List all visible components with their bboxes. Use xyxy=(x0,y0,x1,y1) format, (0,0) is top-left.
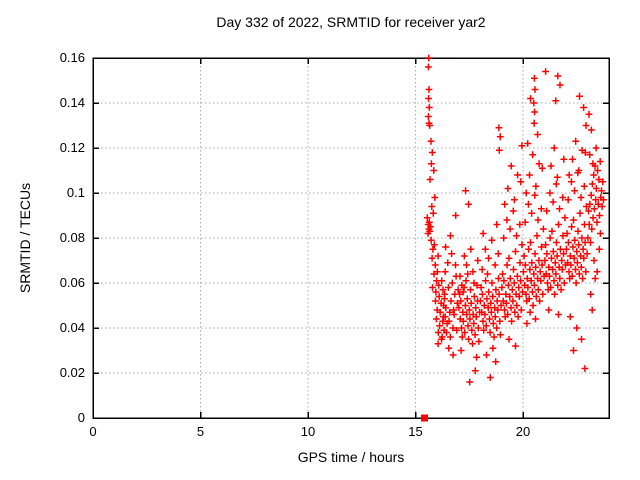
x-tick-label: 10 xyxy=(300,424,316,439)
x-tick-label: 5 xyxy=(196,424,205,439)
y-tick-label: 0.14 xyxy=(59,95,85,110)
y-tick-label: 0 xyxy=(77,410,85,425)
y-tick-label: 0.06 xyxy=(59,275,85,290)
y-tick-label: 0.08 xyxy=(59,230,85,245)
y-tick-label: 0.02 xyxy=(59,365,85,380)
y-tick-label: 0.1 xyxy=(66,185,85,200)
scatter-points xyxy=(423,54,607,386)
chart-title: Day 332 of 2022, SRMTID for receiver yar… xyxy=(216,14,486,30)
x-tick-label: 0 xyxy=(89,424,97,439)
x-tick-label: 15 xyxy=(408,424,423,439)
x-axis-label: GPS time / hours xyxy=(297,449,405,465)
y-tick-label: 0.04 xyxy=(59,320,85,335)
y-tick-label: 0.12 xyxy=(59,140,85,155)
square-marker xyxy=(421,414,429,422)
y-tick-label: 0.16 xyxy=(59,50,85,65)
x-tick-label: 20 xyxy=(515,424,531,439)
